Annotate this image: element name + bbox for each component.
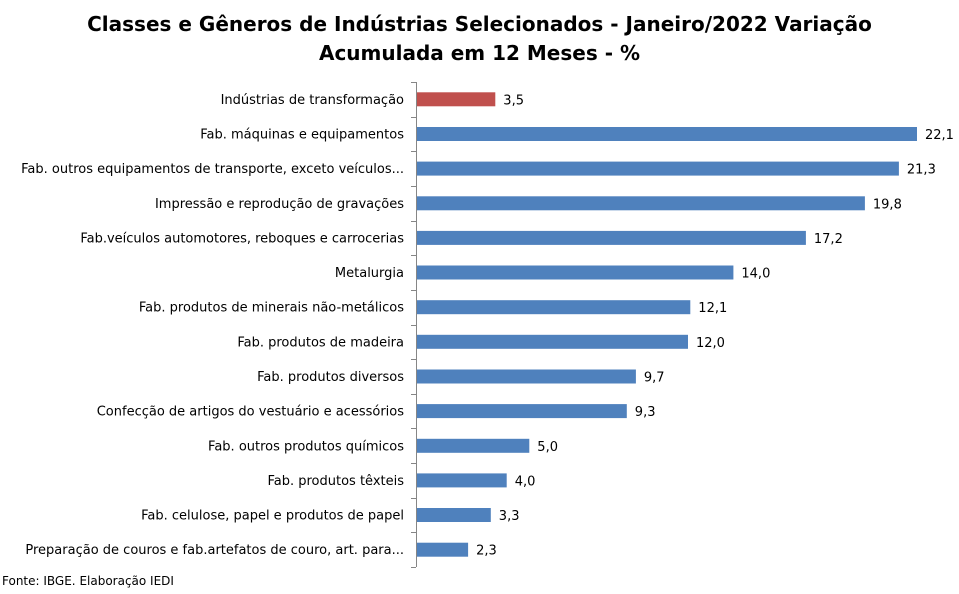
bar-0 — [416, 92, 496, 107]
data-label-4: 17,2 — [814, 232, 843, 247]
category-label-3: Impressão e reprodução de gravações — [155, 197, 404, 212]
data-label-5: 14,0 — [741, 267, 770, 282]
data-label-12: 3,3 — [499, 509, 520, 524]
data-label-2: 21,3 — [907, 163, 936, 178]
category-label-2: Fab. outros equipamentos de transporte, … — [21, 162, 404, 177]
bar-3 — [416, 196, 865, 211]
category-label-12: Fab. celulose, papel e produtos de papel — [141, 509, 404, 524]
data-label-0: 3,5 — [503, 93, 524, 108]
chart-title: Classes e Gêneros de Indústrias Selecion… — [0, 10, 959, 68]
data-label-6: 12,1 — [698, 301, 727, 316]
bar-9 — [416, 404, 627, 419]
category-label-7: Fab. produtos de madeira — [237, 335, 404, 350]
data-label-10: 5,0 — [537, 440, 558, 455]
data-label-9: 9,3 — [635, 405, 656, 420]
category-label-4: Fab.veículos automotores, reboques e car… — [80, 231, 404, 246]
category-label-8: Fab. produtos diversos — [257, 370, 404, 385]
category-label-1: Fab. máquinas e equipamentos — [200, 128, 404, 143]
category-label-5: Metalurgia — [335, 266, 404, 281]
category-label-10: Fab. outros produtos químicos — [208, 439, 404, 454]
bar-11 — [416, 473, 507, 488]
bar-10 — [416, 438, 530, 453]
data-label-1: 22,1 — [925, 128, 954, 143]
category-label-9: Confecção de artigos do vestuário e aces… — [97, 405, 405, 420]
bar-12 — [416, 508, 491, 522]
chart-title-line2: Acumulada em 12 Meses - % — [318, 41, 641, 65]
data-label-3: 19,8 — [873, 197, 902, 212]
chart-title-line1: Classes e Gêneros de Indústrias Selecion… — [87, 12, 872, 36]
bar-4 — [416, 230, 806, 245]
category-label-6: Fab. produtos de minerais não-metálicos — [139, 301, 404, 316]
bar-7 — [416, 334, 688, 349]
source-note: Fonte: IBGE. Elaboração IEDI — [2, 574, 174, 588]
bar-5 — [416, 265, 734, 280]
bar-8 — [416, 369, 636, 384]
bar-13 — [416, 542, 469, 557]
data-label-13: 2,3 — [476, 544, 497, 559]
bar-6 — [416, 300, 691, 315]
category-label-11: Fab. produtos têxteis — [267, 474, 404, 489]
bar-1 — [416, 127, 917, 141]
data-label-11: 4,0 — [515, 474, 536, 489]
category-label-13: Preparação de couros e fab.artefatos de … — [25, 543, 404, 558]
data-label-8: 9,7 — [644, 371, 665, 386]
data-label-7: 12,0 — [696, 336, 725, 351]
bar-2 — [416, 161, 899, 176]
category-label-0: Indústrias de transformação — [221, 93, 404, 108]
